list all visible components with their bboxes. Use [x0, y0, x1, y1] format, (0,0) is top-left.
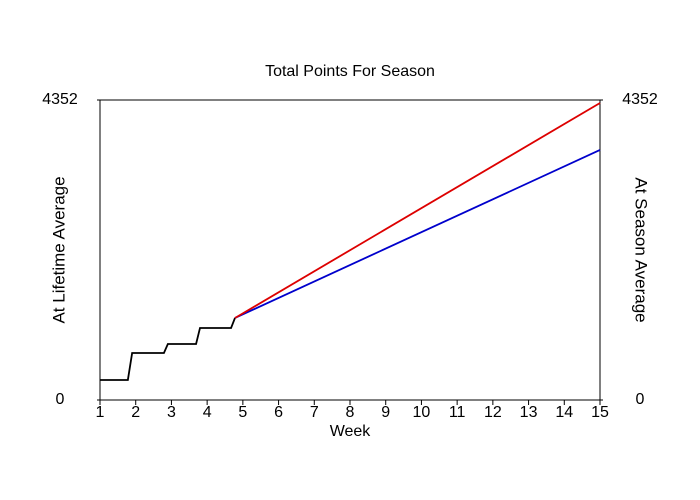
y2-tick-label: 0: [636, 391, 645, 408]
x-axis-label: Week: [330, 423, 372, 440]
x-tick-label: 13: [520, 404, 538, 421]
x-tick-label: 7: [310, 404, 319, 421]
x-tick-label: 6: [274, 404, 283, 421]
x-tick-label: 1: [96, 404, 105, 421]
series-line: [100, 317, 236, 381]
series-line: [234, 102, 601, 319]
y2-tick-label: 4352: [622, 91, 658, 108]
y2-axis-label: At Season Average: [632, 177, 651, 322]
x-tick-label: 2: [131, 404, 140, 421]
x-tick-label: 3: [167, 404, 176, 421]
x-tick-label: 11: [449, 404, 466, 421]
x-tick-label: 5: [238, 404, 247, 421]
x-tick-label: 4: [203, 404, 212, 421]
x-tick-label: 14: [555, 404, 573, 421]
x-tick-label: 8: [346, 404, 355, 421]
x-tick-label: 10: [413, 404, 431, 421]
chart-title: Total Points For Season: [265, 63, 435, 80]
y-tick-label: 0: [56, 391, 65, 408]
x-tick-label: 9: [381, 404, 390, 421]
x-tick-label: 15: [591, 404, 609, 421]
series-line: [234, 149, 601, 319]
x-tick-label: 12: [484, 404, 502, 421]
y-axis-label: At Lifetime Average: [49, 176, 68, 323]
y-tick-label: 4352: [42, 91, 78, 108]
